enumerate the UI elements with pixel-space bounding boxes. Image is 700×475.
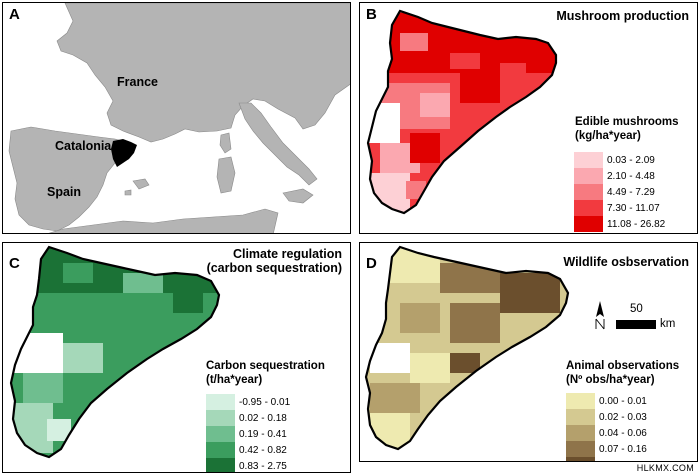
panel-d-title: Wildlife osbservation [563,255,689,269]
legend-swatch [566,409,595,425]
panel-a-location-map: A France Catalonia Spain [2,2,351,234]
carbon-map-svg [9,245,221,459]
legend-label: 0.04 - 0.06 [599,427,647,439]
catalonia-outline-c [9,245,221,459]
wildlife-map-svg [364,245,656,451]
wildlife-legend-title-line2: (Nº obs/ha*year) [566,374,655,386]
panel-b-label: B [366,6,377,23]
legend-swatch [566,441,595,457]
scale-distance-label: 50 [630,303,643,315]
legend-swatch [574,168,603,184]
wildlife-legend-title-line1: Animal observations [566,360,680,372]
legend-swatch [206,442,235,458]
legend-row: 0.17 - 5.81 [566,457,647,462]
location-map-svg [3,3,350,233]
legend-row: 4.49 - 7.29 [574,184,665,200]
legend-label: 2.10 - 4.48 [607,170,655,182]
mushroom-map-svg [366,9,558,215]
wildlife-choropleth [366,247,568,449]
legend-label: 0.00 - 0.01 [599,395,647,407]
place-label-france: France [117,75,158,89]
panel-c-title-line1: Climate regulation [232,247,342,261]
legend-label: 0.83 - 2.75 [239,460,287,472]
legend-row: -0.95 - 0.01 [206,394,290,410]
italy-land [238,102,318,186]
legend-row: 0.03 - 2.09 [574,152,665,168]
legend-swatch [574,216,603,232]
legend-swatch [574,184,603,200]
catalonia-outline-b [366,9,558,215]
legend-row: 0.42 - 0.82 [206,442,290,458]
watermark: HLKMX.COM [636,463,694,473]
legend-swatch [574,152,603,168]
legend-label: 0.42 - 0.82 [239,444,287,456]
legend-swatch [206,458,235,472]
wildlife-legend-title: Animal observations (Nº obs/ha*year) [566,359,679,387]
legend-label: 7.30 - 11.07 [607,202,660,214]
place-label-catalonia: Catalonia [55,139,112,153]
legend-label: 11.08 - 26.82 [607,218,666,230]
legend-label: 0.19 - 0.41 [239,428,287,440]
panel-c-title-line2: (carbon sequestration) [206,261,342,275]
north-arrow-icon [595,301,605,330]
iberia-land [8,126,132,232]
legend-label: 0.07 - 0.16 [599,443,647,455]
legend-label: 0.02 - 0.03 [599,411,647,423]
legend-label: 0.17 - 5.81 [599,460,647,462]
panel-d-wildlife-map: D Wildlife osbservation 50 km Animal obs… [359,242,698,462]
legend-row: 0.04 - 0.06 [566,425,647,441]
scale-unit-label: km [660,318,676,330]
catalonia-highlight [111,139,137,167]
panel-c-title: Climate regulation (carbon sequestration… [207,247,342,275]
catalonia-outline-d [364,245,570,451]
legend-swatch [206,410,235,426]
mushroom-legend: 0.03 - 2.09 2.10 - 4.48 4.49 - 7.29 7.30 - … [574,152,665,232]
legend-row: 7.30 - 11.07 [574,200,665,216]
legend-swatch [566,393,595,409]
legend-row: 0.83 - 2.75 [206,458,290,472]
legend-row: 0.02 - 0.18 [206,410,290,426]
mushroom-legend-title-line1: Edible mushrooms [575,116,679,128]
legend-swatch [574,200,603,216]
legend-row: 11.08 - 26.82 [574,216,665,232]
panel-c-label: C [9,255,20,272]
legend-row: 0.07 - 0.16 [566,441,647,457]
legend-label: 4.49 - 7.29 [607,186,655,198]
legend-row: 0.00 - 0.01 [566,393,647,409]
balearic-islands [124,178,150,196]
legend-label: 0.03 - 2.09 [607,154,655,166]
carbon-legend-title-line1: Carbon sequestration [206,360,325,372]
legend-row: 2.10 - 4.48 [574,168,665,184]
wildlife-legend: 0.00 - 0.01 0.02 - 0.03 0.04 - 0.06 0.07 - … [566,393,647,462]
panel-b-mushroom-map: B Mushroom production Edible mushrooms (… [359,2,698,234]
panel-a-label: A [9,6,20,23]
legend-swatch [566,425,595,441]
mushroom-legend-title: Edible mushrooms (kg/ha*year) [575,115,679,143]
scale-bar [616,320,656,329]
europe-land [56,3,350,143]
mushroom-legend-title-line2: (kg/ha*year) [575,130,641,142]
sicily-land [282,188,314,204]
legend-row: 0.02 - 0.03 [566,409,647,425]
sardinia-land [216,156,236,194]
place-label-spain: Spain [47,185,82,199]
carbon-legend: -0.95 - 0.01 0.02 - 0.18 0.19 - 0.41 0.42 -… [206,394,290,472]
panel-d-label: D [366,255,377,272]
legend-label: 0.02 - 0.18 [239,412,287,424]
corsica-land [219,132,232,154]
carbon-legend-title: Carbon sequestration (t/ha*year) [206,359,325,387]
legend-label: -0.95 - 0.01 [239,396,291,408]
legend-swatch [566,457,595,461]
panel-c-carbon-map: C Climate regulation (carbon sequestrati… [2,242,351,473]
panel-b-title: Mushroom production [556,9,689,23]
legend-swatch [206,426,235,442]
carbon-legend-title-line2: (t/ha*year) [206,374,263,386]
legend-swatch [206,394,235,410]
legend-row: 0.19 - 0.41 [206,426,290,442]
north-africa-land [48,208,279,233]
